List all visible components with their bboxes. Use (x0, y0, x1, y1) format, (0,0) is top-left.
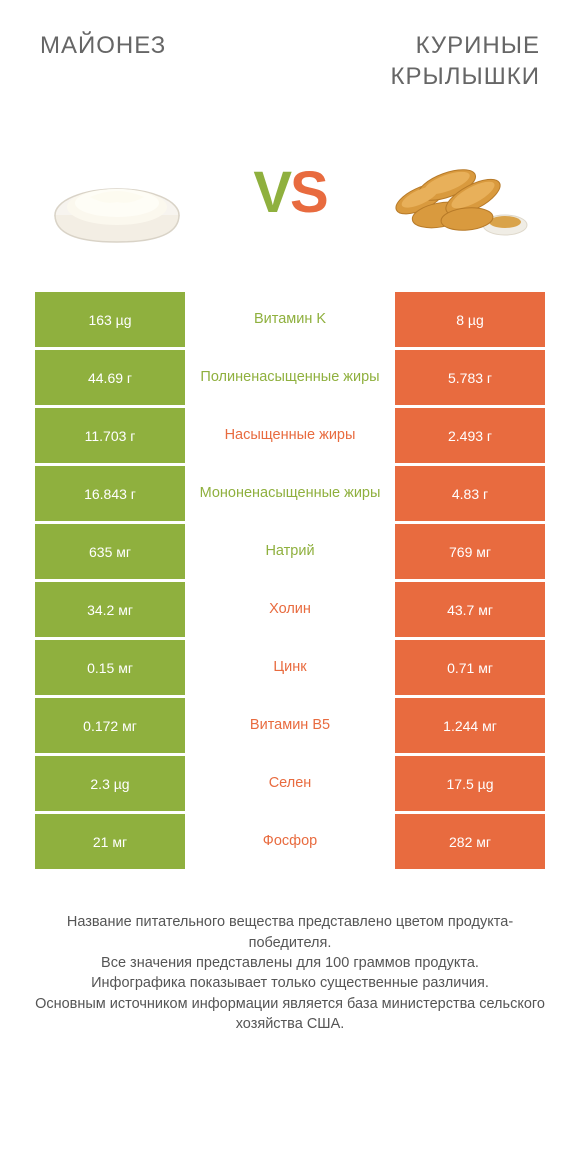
table-row: 34.2 мгХолин43.7 мг (35, 582, 545, 637)
nutrient-label: Холин (185, 582, 395, 637)
table-row: 2.3 µgСелен17.5 µg (35, 756, 545, 811)
footer-line-1: Название питательного вещества представл… (30, 912, 550, 953)
nutrient-label: Витамин B5 (185, 698, 395, 753)
table-row: 635 мгНатрий769 мг (35, 524, 545, 579)
vs-label: VS (253, 159, 326, 226)
title-left: МАЙОНЕЗ (40, 30, 166, 61)
footer-notes: Название питательного вещества представл… (0, 872, 580, 1034)
table-row: 0.172 мгВитамин B51.244 мг (35, 698, 545, 753)
left-value: 21 мг (35, 814, 185, 869)
mayo-image (40, 132, 195, 252)
header: МАЙОНЕЗ КУРИНЫЕ КРЫЛЫШКИ (0, 0, 580, 102)
footer-line-3: Инфографика показывает только существенн… (30, 973, 550, 993)
right-value: 282 мг (395, 814, 545, 869)
table-row: 21 мгФосфор282 мг (35, 814, 545, 869)
left-value: 0.172 мг (35, 698, 185, 753)
right-value: 4.83 г (395, 466, 545, 521)
left-value: 635 мг (35, 524, 185, 579)
table-row: 16.843 гМононенасыщенные жиры4.83 г (35, 466, 545, 521)
nutrient-label: Селен (185, 756, 395, 811)
title-right: КУРИНЫЕ КРЫЛЫШКИ (391, 30, 540, 92)
left-value: 11.703 г (35, 408, 185, 463)
nutrient-label: Насыщенные жиры (185, 408, 395, 463)
left-value: 0.15 мг (35, 640, 185, 695)
right-value: 2.493 г (395, 408, 545, 463)
title-right-line1: КУРИНЫЕ (416, 32, 540, 59)
left-value: 2.3 µg (35, 756, 185, 811)
right-value: 1.244 мг (395, 698, 545, 753)
wings-image (385, 132, 540, 252)
left-value: 163 µg (35, 292, 185, 347)
vs-v: V (253, 160, 290, 225)
footer-line-2: Все значения представлены для 100 граммо… (30, 953, 550, 973)
vs-row: VS (0, 102, 580, 292)
left-value: 16.843 г (35, 466, 185, 521)
nutrient-label: Натрий (185, 524, 395, 579)
right-value: 5.783 г (395, 350, 545, 405)
nutrient-label: Фосфор (185, 814, 395, 869)
right-value: 0.71 мг (395, 640, 545, 695)
nutrient-label: Мононенасыщенные жиры (185, 466, 395, 521)
nutrient-label: Цинк (185, 640, 395, 695)
table-row: 0.15 мгЦинк0.71 мг (35, 640, 545, 695)
right-value: 769 мг (395, 524, 545, 579)
table-row: 11.703 гНасыщенные жиры2.493 г (35, 408, 545, 463)
table-row: 163 µgВитамин K8 µg (35, 292, 545, 347)
left-value: 44.69 г (35, 350, 185, 405)
vs-s: S (290, 160, 327, 225)
right-value: 43.7 мг (395, 582, 545, 637)
nutrient-label: Витамин K (185, 292, 395, 347)
comparison-table: 163 µgВитамин K8 µg44.69 гПолиненасыщенн… (0, 292, 580, 869)
right-value: 17.5 µg (395, 756, 545, 811)
nutrient-label: Полиненасыщенные жиры (185, 350, 395, 405)
footer-line-4: Основным источником информации является … (30, 994, 550, 1035)
right-value: 8 µg (395, 292, 545, 347)
left-value: 34.2 мг (35, 582, 185, 637)
table-row: 44.69 гПолиненасыщенные жиры5.783 г (35, 350, 545, 405)
title-right-line2: КРЫЛЫШКИ (391, 63, 540, 90)
